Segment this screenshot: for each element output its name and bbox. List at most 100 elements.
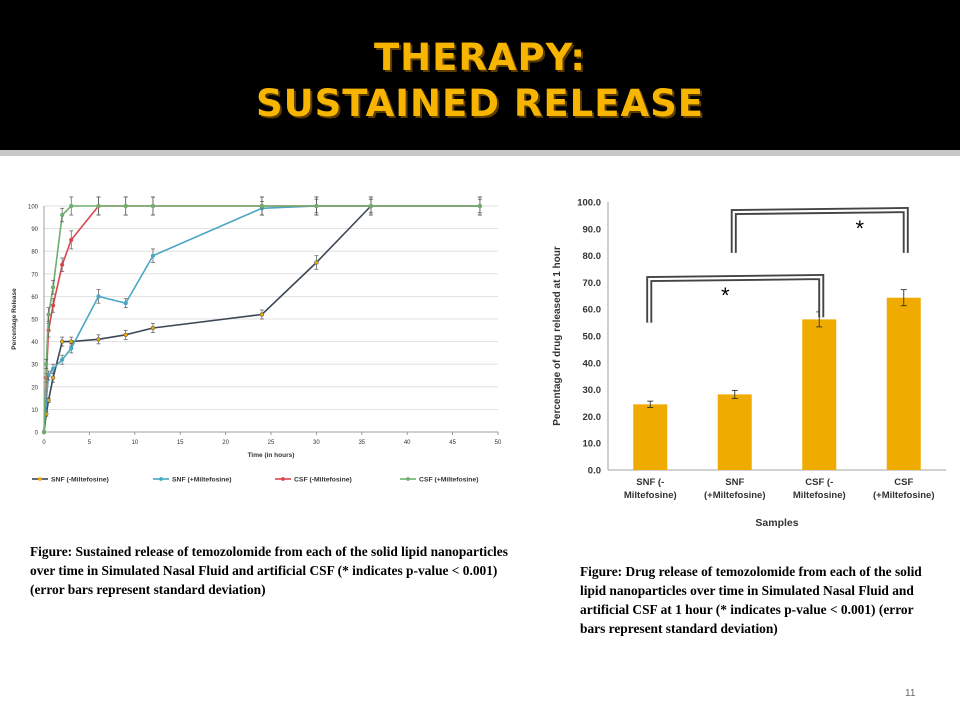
y-tick-label: 50: [31, 318, 38, 324]
y-tick-label: 70.0: [583, 278, 602, 289]
y-tick-label: 20.0: [583, 412, 602, 423]
bar: [802, 319, 837, 470]
x-tick-label: 35: [358, 440, 365, 446]
data-point: [60, 357, 65, 362]
data-point: [150, 203, 156, 209]
legend-label: SNF (+Miltefosine): [172, 477, 231, 484]
bracket-shadow: [730, 207, 909, 253]
y-tick-label: 50.0: [583, 332, 602, 343]
y-tick-label: 70: [31, 272, 38, 278]
category-label: CSF (-: [805, 477, 833, 488]
x-tick-label: 10: [131, 440, 138, 446]
slide-title-line-1: THERAPY:: [373, 36, 587, 79]
significance-star: *: [721, 283, 730, 308]
legend-marker: [38, 477, 42, 481]
data-point: [477, 203, 482, 209]
data-point: [50, 303, 56, 308]
x-tick-label: 5: [88, 440, 92, 446]
y-tick-label: 10.0: [583, 439, 602, 450]
page-number: 11: [905, 688, 916, 699]
y-tick-label: 0: [35, 431, 39, 437]
x-tick-label: 45: [449, 440, 456, 446]
significance-star: *: [855, 216, 864, 241]
y-tick-label: 10: [31, 408, 38, 414]
category-label: SNF: [725, 477, 744, 488]
y-tick-label: 0.0: [588, 466, 601, 477]
x-tick-label: 30: [313, 440, 320, 446]
data-point: [150, 253, 156, 258]
legend-label: CSF (-Miltefosine): [294, 477, 352, 484]
data-point: [259, 203, 265, 209]
data-point: [314, 260, 319, 265]
category-label: Miltefosine): [624, 490, 677, 501]
y-tick-label: 100.0: [577, 198, 601, 209]
x-tick-label: 25: [268, 440, 275, 446]
x-axis-title: Time (in hours): [248, 452, 295, 459]
data-point: [150, 325, 156, 331]
bracket-inner: [732, 208, 907, 253]
y-tick-label: 90.0: [583, 224, 602, 235]
bracket-inner: [648, 275, 823, 323]
header-divider: [0, 150, 960, 156]
x-tick-label: 0: [42, 440, 46, 446]
data-point: [60, 212, 65, 218]
drug-release-bar-chart: 0.0 10.0 20.0 30.0 40.0 50.0 60.0 70.0 80.0 90.0 1…: [552, 198, 946, 529]
slide-title-line-2: SUSTAINED RELEASE: [255, 82, 705, 125]
data-point: [69, 237, 74, 243]
data-point: [60, 262, 65, 267]
data-point: [50, 375, 56, 380]
data-point: [69, 339, 74, 344]
x-axis-title: Samples: [755, 517, 798, 529]
category-label: (+Miltefosine): [873, 490, 935, 501]
data-point: [46, 312, 51, 317]
x-tick-label: 20: [222, 440, 229, 446]
y-tick-label: 80: [31, 250, 38, 256]
y-tick-label: 80.0: [583, 251, 602, 262]
data-point: [123, 301, 128, 306]
legend-marker: [406, 477, 410, 481]
bar: [886, 297, 921, 470]
x-tick-label: 40: [404, 440, 411, 446]
y-tick-label: 40: [31, 340, 38, 346]
sustained-release-line-chart: 0 10 20 30 40 50 60 70 80 90 100 0 5 10 15 20 25 30 35 40 45…: [11, 196, 502, 484]
data-point: [69, 346, 74, 351]
data-point: [123, 203, 128, 209]
y-axis-title: Percentage Release: [11, 288, 18, 350]
category-label: Miltefosine): [793, 490, 846, 501]
data-point: [259, 312, 265, 317]
data-point: [44, 362, 49, 367]
y-tick-label: 20: [31, 385, 38, 391]
legend-marker: [281, 477, 285, 481]
y-tick-label: 40.0: [583, 358, 602, 369]
legend-marker: [159, 477, 163, 481]
category-label: (+Miltefosine): [704, 490, 766, 501]
line-chart-caption: Figure: Sustained release of temozolomid…: [30, 544, 508, 597]
y-tick-label: 60: [31, 295, 38, 301]
y-tick-label: 60.0: [583, 305, 602, 316]
bar: [633, 404, 668, 470]
x-tick-label: 50: [495, 440, 502, 446]
significance-bracket: [646, 274, 825, 323]
slide-header: THERAPY: SUSTAINED RELEASE: [0, 0, 960, 150]
data-point: [96, 203, 101, 209]
legend-label: CSF (+Miltefosine): [419, 477, 478, 484]
data-point: [41, 429, 47, 435]
data-point: [314, 203, 319, 209]
data-point: [96, 337, 101, 342]
data-point: [96, 294, 101, 299]
data-point: [50, 285, 56, 290]
y-tick-label: 30: [31, 363, 38, 369]
bar: [717, 394, 752, 470]
y-tick-label: 90: [31, 227, 38, 233]
data-point: [123, 332, 128, 337]
data-point: [368, 203, 374, 209]
y-tick-label: 30.0: [583, 385, 602, 396]
bar-chart-caption: Figure: Drug release of temozolomide fro…: [580, 564, 922, 636]
bracket-shadow: [646, 274, 825, 323]
x-tick-label: 15: [177, 440, 184, 446]
significance-bracket: [730, 207, 909, 253]
legend-label: SNF (-Miltefosine): [51, 477, 109, 484]
data-point: [69, 203, 74, 209]
y-tick-label: 100: [28, 205, 39, 211]
y-axis-title: Percentage of drug released at 1 hour: [552, 246, 563, 426]
